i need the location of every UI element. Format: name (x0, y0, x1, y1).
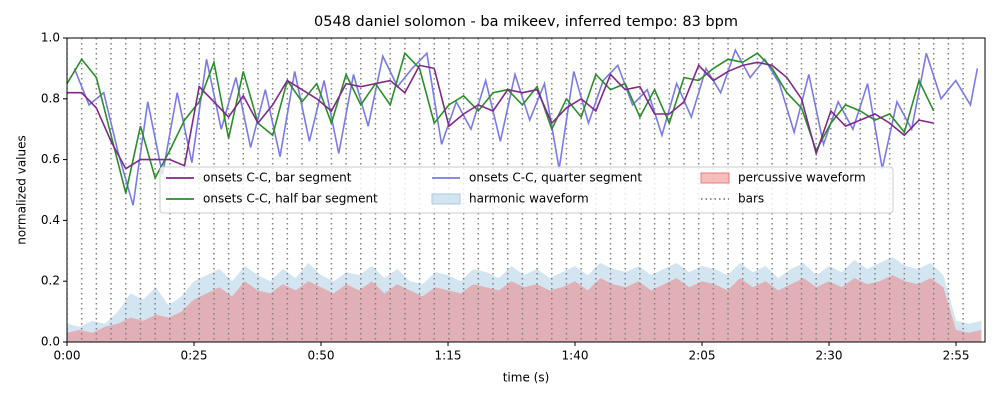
x-tick-label: 0:00 (54, 349, 81, 363)
x-tick-label: 1:15 (435, 349, 462, 363)
legend-swatch (700, 172, 730, 184)
x-tick-label: 1:40 (562, 349, 589, 363)
legend-label: onsets C-C, quarter segment (469, 171, 642, 185)
x-tick-label: 2:30 (816, 349, 843, 363)
y-tick-label: 0.8 (41, 91, 60, 105)
waveform-area (67, 275, 982, 342)
series-line (67, 61, 934, 170)
y-tick-label: 1.0 (41, 31, 60, 45)
legend-label: bars (738, 192, 764, 206)
x-axis-label: time (s) (503, 371, 550, 385)
legend-label: onsets C-C, bar segment (203, 171, 352, 185)
legend-label: harmonic waveform (469, 192, 589, 206)
legend-label: percussive waveform (738, 171, 866, 185)
y-tick-label: 0.4 (41, 213, 60, 227)
series-line (73, 48, 979, 206)
y-tick-label: 0.0 (41, 335, 60, 349)
x-tick-label: 0:25 (181, 349, 208, 363)
x-tick-label: 2:05 (689, 349, 716, 363)
plot-frame (66, 37, 986, 343)
legend: onsets C-C, bar segment onsets C-C, half … (159, 166, 894, 214)
chart-title: 0548 daniel solomon - ba mikeev, inferre… (314, 14, 738, 30)
y-tick-label: 0.6 (41, 152, 60, 166)
legend-swatch (431, 193, 461, 205)
plot (67, 38, 982, 342)
series-line (67, 51, 935, 194)
y-tick-label: 0.2 (41, 274, 60, 288)
legend-label: onsets C-C, half bar segment (203, 192, 378, 206)
x-tick-label: 0:50 (308, 349, 335, 363)
x-tick-label: 2:55 (943, 349, 970, 363)
y-axis-label: normalized values (15, 135, 29, 245)
